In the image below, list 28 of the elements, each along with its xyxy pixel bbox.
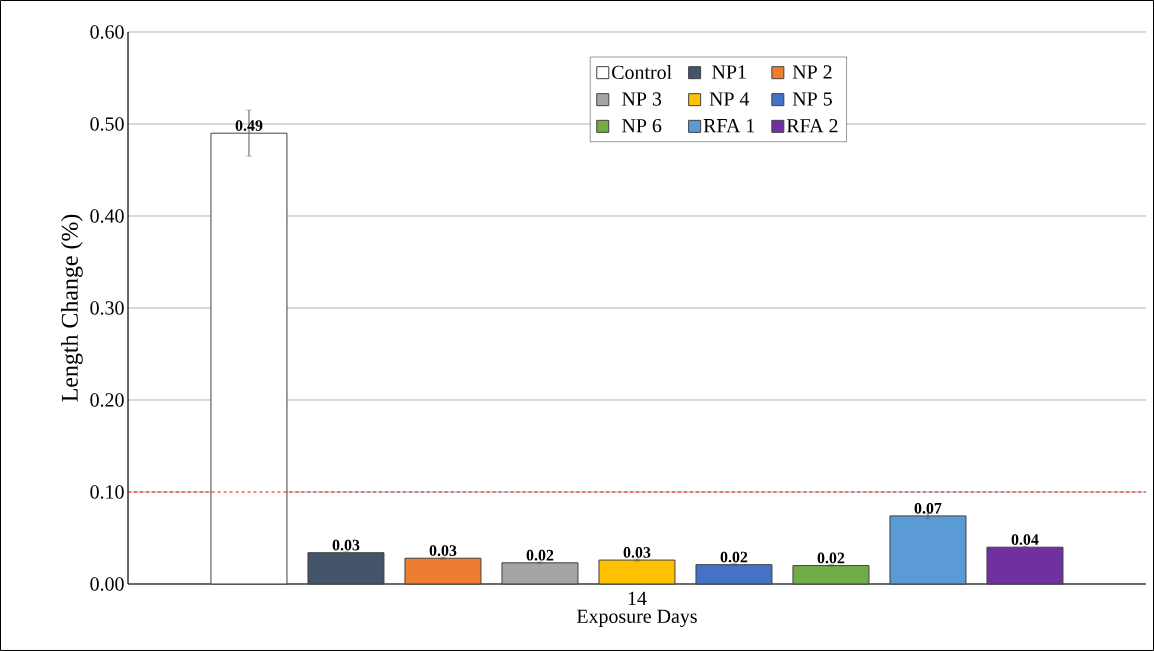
y-tick-label: 0.00 [90,577,124,591]
legend-label: NP 5 [792,92,832,106]
data-label: 0.02 [720,551,748,563]
data-label: 0.04 [1011,534,1039,545]
x-axis-title: Exposure Days [576,609,697,628]
legend-label: NP 2 [792,65,832,79]
data-label: 0.49 [235,120,263,131]
legend-label: Control [612,65,672,80]
y-tick-label: 0.40 [90,209,124,223]
y-tick-label: 0.50 [90,117,124,131]
data-label: 0.03 [623,547,651,558]
data-label: 0.07 [914,502,942,514]
legend-label: NP1 [712,65,746,79]
data-label: 0.03 [429,545,457,557]
legend-label: NP 3 [622,92,662,106]
y-tick-label: 0.60 [90,25,124,39]
data-label: 0.03 [332,539,360,551]
x-tick-label: 14 [628,591,647,605]
legend-label: NP 6 [622,119,662,133]
legend-label: RFA 1 [703,119,755,133]
legend-label: NP 4 [709,92,750,106]
y-axis-title: Length Change (%) [61,214,83,402]
legend-label: RFA 2 [786,119,838,133]
data-label: 0.02 [817,552,845,564]
data-label: 0.02 [526,549,554,561]
y-tick-label: 0.30 [90,301,124,315]
y-tick-label: 0.20 [90,393,124,407]
y-tick-label: 0.10 [90,485,124,499]
